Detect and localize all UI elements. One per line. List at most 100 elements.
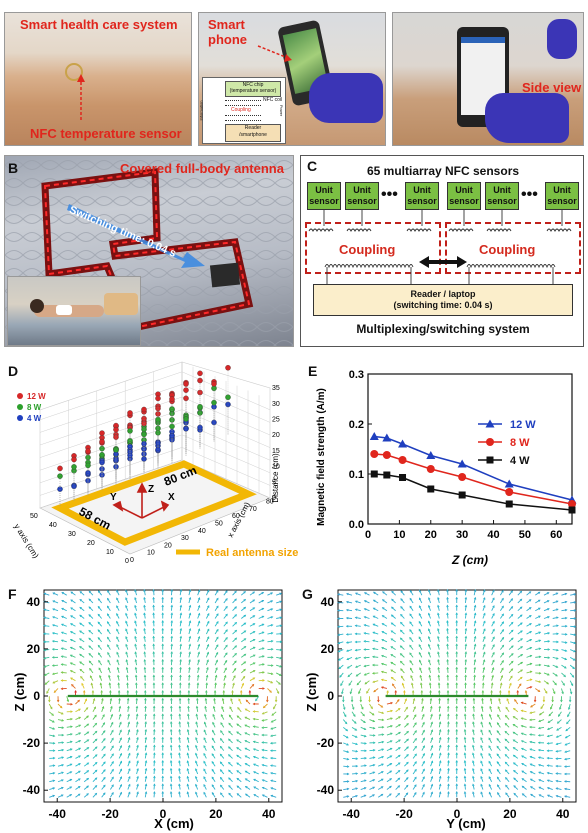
field-vector (83, 731, 89, 736)
field-vector (547, 787, 553, 790)
field-vector (473, 605, 476, 611)
field-vector (245, 793, 251, 798)
field-vector (465, 628, 467, 635)
field-vector (400, 668, 405, 674)
field-vector (499, 605, 504, 611)
field-vector (548, 711, 554, 717)
field-vector (232, 675, 236, 681)
d-z-tick: 25 (272, 417, 280, 424)
e-y-tick: 0.0 (349, 519, 364, 531)
field-vector (400, 590, 405, 596)
panel-letter-d: D (8, 363, 19, 379)
field-vector (49, 726, 55, 730)
field-vector (351, 787, 358, 790)
field-vector (526, 639, 532, 643)
field-vector (547, 794, 553, 798)
field-vector (538, 786, 545, 790)
field-vector (418, 644, 423, 650)
field-vector (153, 760, 155, 767)
field-vector (187, 721, 190, 728)
field-vector (409, 652, 414, 658)
field-vector (369, 749, 375, 752)
field-vector (498, 698, 501, 705)
field-vector (530, 763, 536, 767)
field-vector (43, 664, 50, 668)
field-vector (521, 740, 527, 744)
d-point (113, 426, 119, 433)
field-vector (262, 764, 268, 767)
field-vector (136, 729, 139, 736)
field-vector (508, 683, 512, 689)
field-vector (404, 792, 409, 798)
field-vector (244, 732, 251, 736)
field-vector (547, 734, 553, 737)
field-vector (543, 632, 550, 635)
field-vector (377, 778, 384, 783)
field-vector (465, 644, 467, 650)
field-vector (464, 752, 466, 759)
field-vector (517, 606, 523, 612)
field-vector (480, 745, 484, 751)
field-vector (236, 747, 242, 752)
field-vector (205, 667, 209, 674)
field-vector (480, 737, 484, 744)
field-vector (187, 737, 190, 743)
field-vector (364, 664, 370, 667)
field-vector (57, 779, 64, 783)
field-vector (535, 631, 541, 635)
field-vector (395, 747, 401, 752)
field-vector (473, 706, 475, 712)
field-vector (228, 722, 233, 728)
field-vector (412, 792, 417, 798)
field-vector (409, 590, 414, 596)
e-x-tick: 20 (425, 529, 437, 541)
field-vector (355, 608, 361, 612)
field-vector (61, 623, 67, 627)
field-vector (262, 771, 268, 775)
field-vector (360, 765, 367, 767)
panel-letter-g: G (302, 586, 313, 602)
field-vector (125, 628, 129, 635)
field-vector (381, 631, 388, 635)
field-vector (66, 726, 73, 728)
field-vector (116, 628, 120, 635)
field-vector (506, 698, 510, 705)
field-vector (482, 659, 486, 666)
field-vector (79, 653, 85, 658)
e-data-point (427, 485, 435, 493)
field-vector (228, 714, 233, 720)
field-vector (488, 792, 493, 798)
field-vector (428, 605, 431, 611)
field-vector (412, 746, 417, 751)
field-vector (556, 787, 562, 790)
field-vector (253, 786, 259, 790)
field-vector (195, 729, 199, 736)
field-vector (134, 597, 137, 604)
field-vector (127, 721, 130, 728)
multiarray-title: 65 multiarray NFC sensors (366, 164, 520, 178)
field-vector (381, 686, 388, 689)
field-vector (410, 675, 414, 681)
field-vector (179, 613, 182, 619)
field-vector (447, 784, 450, 790)
field-vector (270, 734, 277, 737)
field-vector (355, 600, 361, 604)
field-vector (253, 763, 259, 767)
field-vector (418, 652, 423, 658)
d-point (71, 456, 77, 463)
e-data-point (382, 451, 391, 459)
field-vector (491, 621, 495, 627)
field-vector (153, 791, 155, 798)
d-x-tick: 30 (181, 535, 189, 542)
field-vector (464, 791, 466, 798)
d-y-tick: 40 (49, 522, 57, 529)
field-vector (228, 754, 233, 759)
field-vector (232, 683, 235, 689)
e-data-point (458, 491, 466, 499)
field-y-tick: 20 (27, 642, 41, 656)
field-vector (400, 637, 405, 643)
field-vector (418, 613, 423, 619)
field-vector (343, 742, 349, 746)
field-vector (526, 631, 532, 635)
side-view-label: Side view (522, 80, 582, 95)
